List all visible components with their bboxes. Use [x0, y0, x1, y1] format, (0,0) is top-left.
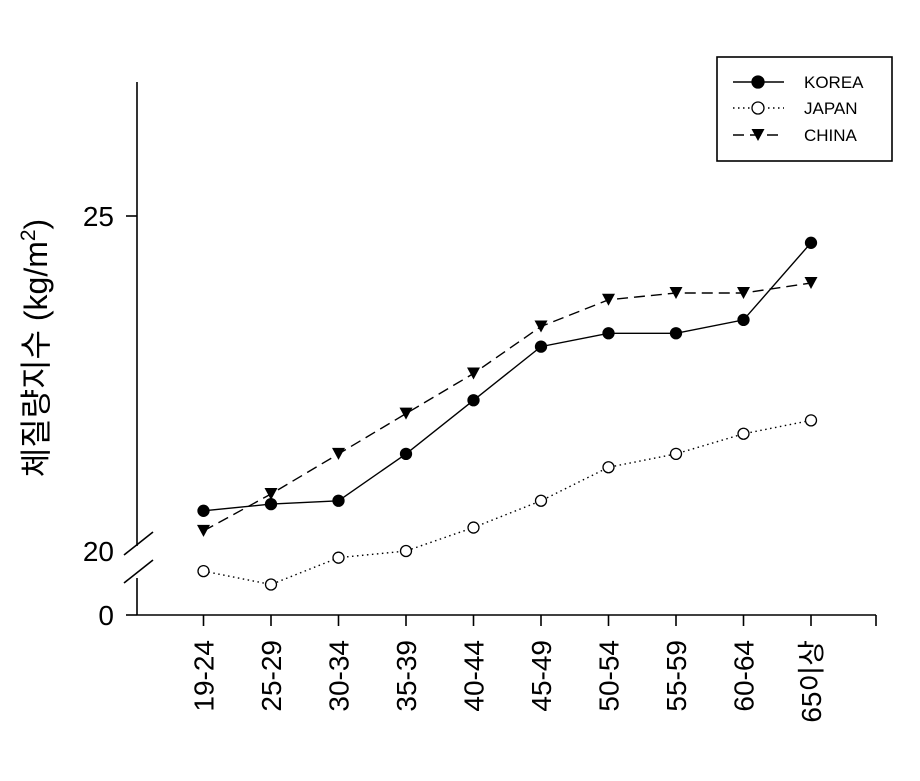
y-axis-title-superscript: 2	[17, 229, 40, 241]
x-tick-label-1: 25-29	[256, 640, 287, 712]
x-tick-label-7: 55-59	[661, 640, 692, 712]
x-tick-label-9: 65이상	[796, 640, 827, 723]
x-tick-label-0: 19-24	[189, 640, 220, 712]
data-point-korea-7	[669, 327, 683, 340]
series-korea	[197, 236, 818, 517]
series-line-japan	[203, 419, 812, 586]
legend-marker-china	[751, 129, 765, 141]
data-point-japan-0	[197, 564, 210, 578]
data-point-korea-4	[467, 394, 480, 407]
data-point-japan-3	[399, 544, 413, 558]
data-point-china-4	[467, 367, 480, 380]
series-layer	[197, 236, 818, 591]
data-point-japan-6	[602, 461, 615, 474]
data-point-korea-8	[737, 313, 750, 327]
data-point-korea-3	[399, 447, 413, 461]
data-point-japan-7	[669, 447, 683, 461]
data-point-china-6	[602, 293, 615, 306]
series-japan	[197, 414, 818, 591]
data-point-korea-0	[197, 504, 210, 517]
x-tick-label-3: 35-39	[391, 640, 422, 712]
legend-marker-japan	[751, 101, 765, 115]
data-point-japan-2	[332, 551, 345, 564]
data-point-korea-9	[804, 236, 818, 249]
x-tick-label-5: 45-49	[526, 640, 557, 712]
series-line-china	[203, 282, 812, 532]
y-tick-label-20: 20	[83, 536, 114, 567]
y-tick-label-25: 25	[83, 201, 114, 232]
y-tick-label-0: 0	[98, 600, 114, 631]
legend-label-china: CHINA	[804, 126, 858, 145]
y-axis-title: 체질량지수 (kg/m2)	[17, 219, 54, 477]
legend: KOREA JAPAN CHINA	[716, 56, 893, 162]
axis-break-mark-lower	[123, 559, 154, 584]
x-tick-label-6: 50-54	[594, 640, 625, 712]
data-point-china-1	[264, 488, 278, 501]
x-tick-label-2: 30-34	[324, 640, 355, 712]
data-point-japan-5	[534, 494, 548, 507]
y-axis-title-close: )	[18, 219, 54, 230]
series-china	[197, 277, 818, 537]
data-point-china-0	[197, 524, 210, 537]
data-point-china-3	[399, 407, 413, 420]
data-point-japan-4	[467, 521, 480, 534]
data-point-korea-2	[332, 494, 345, 507]
data-point-china-7	[669, 287, 683, 300]
data-point-china-5	[534, 320, 548, 333]
legend-label-japan: JAPAN	[804, 99, 858, 118]
data-point-japan-8	[737, 427, 750, 440]
data-point-korea-6	[602, 327, 615, 340]
data-point-japan-9	[804, 414, 818, 427]
data-point-korea-5	[534, 340, 548, 353]
axes	[123, 82, 876, 616]
x-axis-tick-labels: 19-24 25-29 30-34 35-39 40-44 45-49 50-54 55-59…	[189, 640, 828, 723]
data-point-japan-1	[264, 578, 278, 591]
legend-marker-korea	[751, 75, 765, 89]
x-tick-label-4: 40-44	[459, 640, 490, 712]
axis-break-mark-upper	[123, 531, 154, 556]
series-line-korea	[203, 242, 812, 512]
legend-box	[716, 56, 893, 162]
data-point-china-2	[332, 447, 345, 460]
data-point-china-9	[804, 277, 818, 289]
y-axis-title-main: 체질량지수 (kg/m	[18, 241, 54, 477]
legend-label-korea: KOREA	[804, 73, 864, 92]
data-point-china-8	[737, 287, 750, 300]
data-point-korea-1	[264, 497, 278, 511]
x-axis-ticks	[202, 615, 877, 626]
x-tick-label-8: 60-64	[729, 640, 760, 712]
